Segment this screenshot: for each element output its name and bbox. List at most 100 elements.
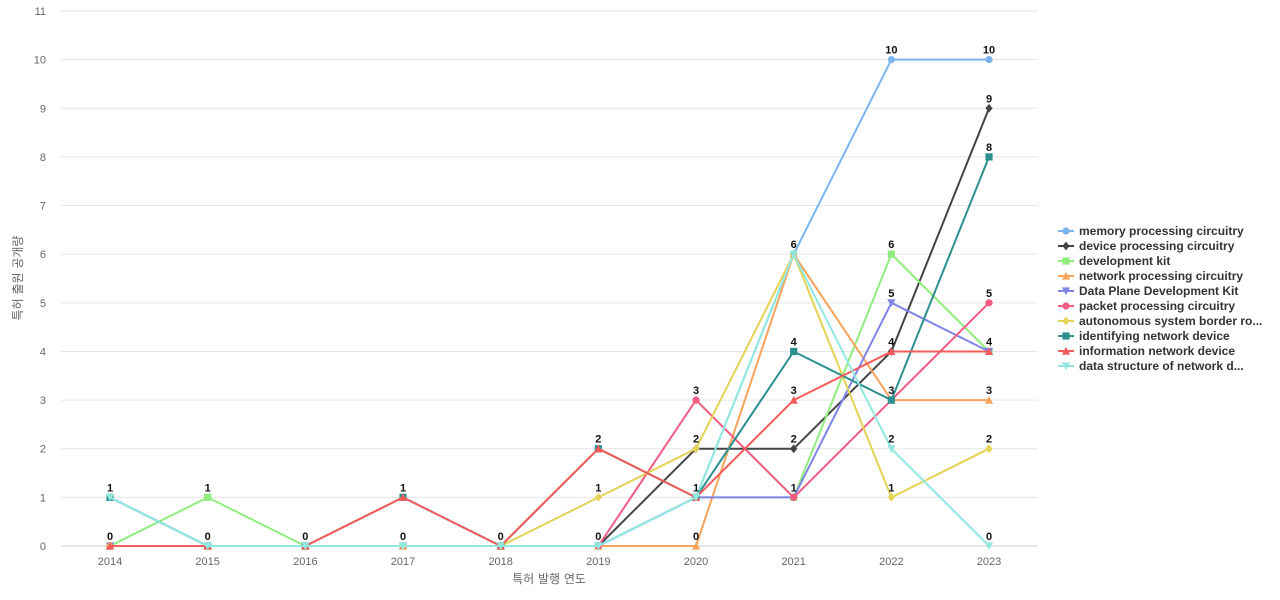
data-label: 2 bbox=[986, 434, 992, 446]
data-point bbox=[985, 56, 993, 64]
data-point bbox=[204, 493, 212, 501]
data-label: 5 bbox=[888, 288, 894, 300]
data-point bbox=[105, 493, 115, 502]
y-tick-label: 9 bbox=[40, 103, 46, 115]
data-label: 3 bbox=[986, 385, 992, 397]
data-label: 1 bbox=[791, 482, 797, 494]
legend-label: packet processing circuitry bbox=[1079, 299, 1235, 313]
y-tick-label: 4 bbox=[40, 346, 46, 358]
data-point bbox=[984, 347, 994, 356]
x-tick-label: 2017 bbox=[391, 556, 415, 568]
data-point bbox=[887, 445, 896, 453]
legend-label: Data Plane Development Kit bbox=[1079, 284, 1238, 298]
y-tick-label: 5 bbox=[40, 298, 46, 310]
series-group bbox=[105, 56, 994, 551]
legend-marker bbox=[1061, 287, 1071, 296]
legend-item-2[interactable]: device processing circuitry bbox=[1058, 239, 1235, 253]
data-point bbox=[398, 542, 408, 551]
y-axis-ticks: 0 1 2 3 4 5 6 7 8 9 10 11 bbox=[34, 6, 46, 553]
data-point bbox=[985, 299, 993, 307]
data-point bbox=[887, 299, 896, 307]
data-label: 1 bbox=[205, 482, 211, 494]
y-tick-label: 11 bbox=[35, 6, 46, 18]
data-point bbox=[790, 347, 798, 356]
legend-item-7[interactable]: autonomous system border ro... bbox=[1058, 314, 1262, 328]
data-point bbox=[984, 542, 994, 551]
data-point bbox=[887, 250, 895, 258]
x-tick-label: 2023 bbox=[977, 556, 1001, 568]
x-tick-label: 2016 bbox=[293, 556, 317, 568]
data-label: 1 bbox=[595, 482, 601, 494]
data-point bbox=[105, 541, 115, 550]
data-label: 1 bbox=[107, 482, 113, 494]
data-label: 6 bbox=[791, 239, 797, 251]
y-tick-label: 6 bbox=[40, 249, 46, 261]
data-point bbox=[985, 103, 993, 113]
data-point bbox=[887, 347, 896, 356]
data-point bbox=[692, 444, 700, 454]
legend-marker bbox=[1062, 241, 1070, 251]
x-tick-label: 2021 bbox=[781, 556, 805, 568]
legend-marker bbox=[1062, 316, 1070, 326]
legend-item-10[interactable]: data structure of network d... bbox=[1058, 359, 1244, 373]
legend-marker bbox=[1061, 271, 1071, 280]
legend-item-8[interactable]: identifying network device bbox=[1058, 329, 1230, 343]
legend-item-6[interactable]: packet processing circuitry bbox=[1058, 299, 1235, 313]
data-point bbox=[691, 493, 701, 502]
data-label: 5 bbox=[986, 288, 992, 300]
legend-item-1[interactable]: memory processing circuitry bbox=[1058, 224, 1244, 238]
legend-label: development kit bbox=[1079, 254, 1170, 268]
data-label: 0 bbox=[986, 531, 992, 543]
data-point bbox=[789, 395, 798, 404]
series-2[interactable] bbox=[106, 103, 993, 551]
data-point bbox=[985, 444, 993, 454]
x-tick-label: 2018 bbox=[488, 556, 512, 568]
grid-lines bbox=[61, 10, 1038, 547]
legend-marker bbox=[1061, 346, 1071, 355]
data-point bbox=[496, 542, 505, 551]
legend-label: identifying network device bbox=[1079, 329, 1230, 343]
data-point bbox=[887, 492, 895, 502]
legend-marker bbox=[1062, 302, 1070, 310]
data-label: 0 bbox=[400, 531, 406, 543]
legend-label: device processing circuitry bbox=[1079, 239, 1235, 253]
data-point bbox=[301, 542, 310, 551]
data-label: 4 bbox=[791, 336, 798, 348]
data-label: 2 bbox=[888, 434, 894, 446]
data-label: 4 bbox=[888, 336, 895, 348]
legend-item-3[interactable]: development kit bbox=[1058, 254, 1170, 268]
data-point bbox=[984, 395, 994, 404]
data-label: 1 bbox=[693, 482, 699, 494]
legend-item-4[interactable]: network processing circuitry bbox=[1058, 269, 1243, 283]
data-point bbox=[692, 396, 700, 404]
y-tick-label: 1 bbox=[40, 492, 46, 504]
data-point bbox=[789, 250, 798, 259]
legend-marker bbox=[1062, 227, 1070, 235]
legend-item-5[interactable]: Data Plane Development Kit bbox=[1058, 284, 1238, 298]
y-tick-label: 2 bbox=[40, 444, 46, 456]
data-label: 10 bbox=[885, 45, 897, 57]
data-label: 0 bbox=[205, 531, 211, 543]
y-tick-label: 3 bbox=[40, 395, 46, 407]
legend-marker bbox=[1062, 257, 1070, 265]
data-point bbox=[398, 493, 408, 501]
data-label: 10 bbox=[983, 45, 995, 57]
legend-item-9[interactable]: information network device bbox=[1058, 344, 1235, 358]
data-label: 3 bbox=[791, 385, 797, 397]
series-10[interactable] bbox=[105, 250, 994, 551]
data-point bbox=[790, 493, 798, 501]
series-line bbox=[110, 107, 990, 547]
data-point bbox=[594, 492, 602, 502]
legend-label: network processing circuitry bbox=[1079, 269, 1243, 283]
data-point bbox=[790, 444, 798, 454]
legend-label: memory processing circuitry bbox=[1079, 224, 1244, 238]
data-label: 0 bbox=[693, 531, 699, 543]
data-point bbox=[691, 541, 701, 550]
data-label: 3 bbox=[888, 385, 894, 397]
x-axis-title: 특허 발행 연도 bbox=[512, 571, 586, 586]
data-label: 1 bbox=[400, 482, 406, 494]
data-point bbox=[594, 542, 603, 551]
